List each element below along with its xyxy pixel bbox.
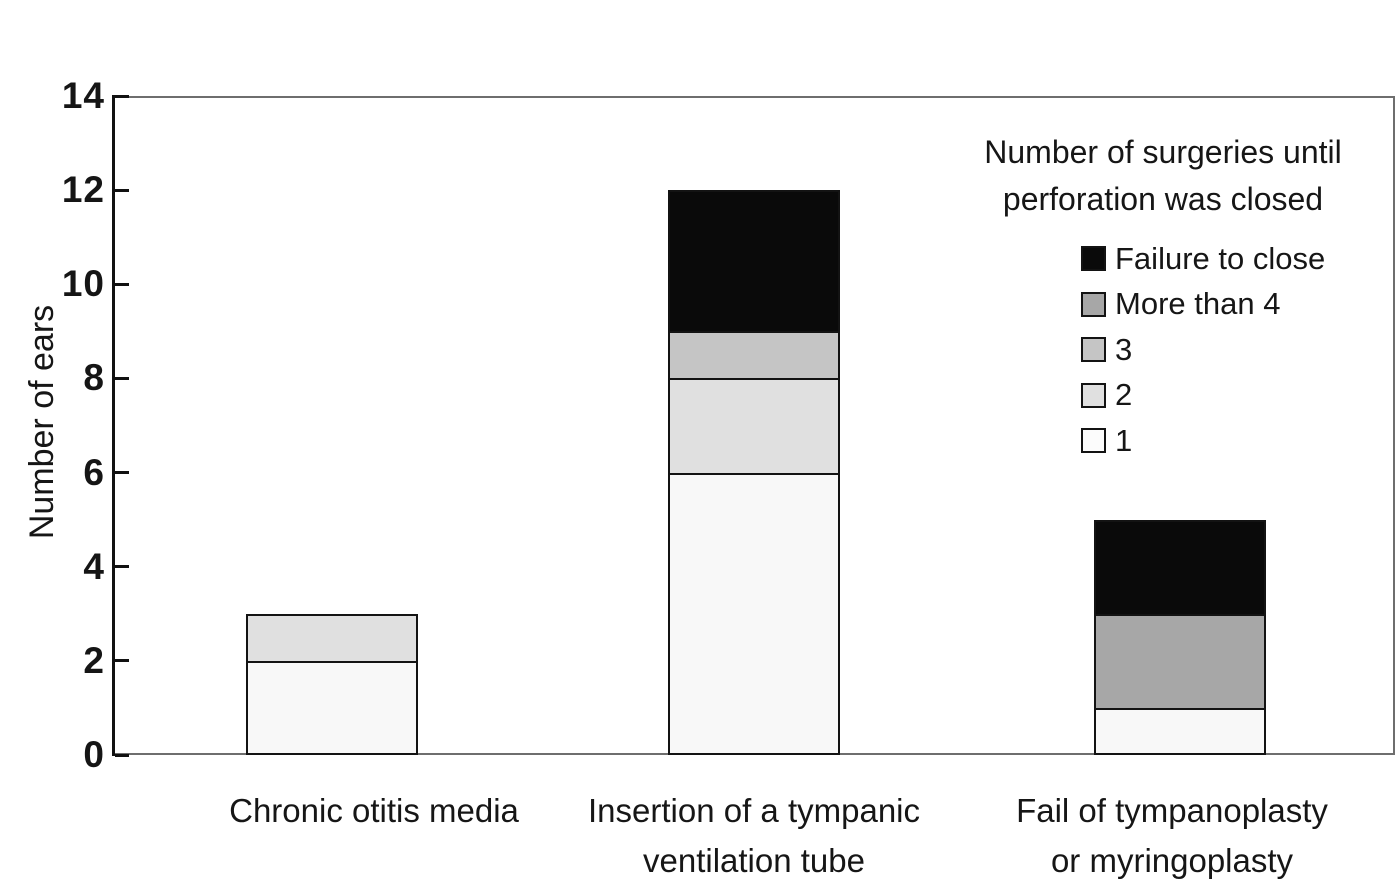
legend-label: 3 — [1115, 331, 1133, 367]
y-axis-line — [112, 95, 115, 756]
y-tick-label-12: 12 — [61, 169, 105, 211]
y-tick-mark-8 — [115, 376, 129, 380]
legend-swatch-icon — [1081, 382, 1106, 408]
bar-segment-1-cat2 — [668, 472, 840, 755]
x-axis-label-1: Chronic otitis media — [159, 786, 589, 836]
legend-swatch-icon — [1081, 337, 1106, 363]
y-tick-mark-10 — [115, 282, 129, 286]
y-tick-mark-2 — [115, 659, 129, 663]
legend-label: More than 4 — [1115, 286, 1281, 322]
y-axis-title: Number of ears — [23, 304, 61, 540]
legend-label: 1 — [1115, 422, 1133, 458]
legend-entries: Failure to close More than 4 3 2 1 — [930, 236, 1396, 464]
bar-segment-3-cat2 — [668, 331, 840, 381]
y-tick-label-10: 10 — [61, 263, 105, 305]
legend: Number of surgeries until perforation wa… — [930, 129, 1396, 464]
bar-segment-1-cat3 — [1094, 707, 1266, 755]
x-axis-label-3: Fail of tympanoplasty or myringoplasty — [957, 786, 1387, 883]
y-tick-mark-4 — [115, 565, 129, 569]
legend-entry: Failure to close — [1081, 236, 1396, 282]
bar-segment-1-cat1 — [246, 660, 418, 755]
x-axis-label-line: Insertion of a tympanic — [588, 792, 920, 829]
y-tick-label-6: 6 — [83, 451, 105, 493]
legend-entry: 1 — [1081, 418, 1396, 464]
bar-segment-more-than-4-cat3 — [1094, 613, 1266, 710]
y-tick-mark-6 — [115, 471, 129, 475]
y-tick-label-8: 8 — [83, 357, 105, 399]
legend-swatch-icon — [1081, 291, 1106, 317]
legend-label: 2 — [1115, 377, 1133, 413]
legend-swatch-icon — [1081, 428, 1106, 454]
x-axis-label-line: ventilation tube — [643, 842, 865, 879]
x-axis-label-line: Chronic otitis media — [229, 792, 519, 829]
bar-segment-2-cat1 — [246, 613, 418, 663]
legend-title-line-2: perforation was closed — [1002, 181, 1324, 217]
bar-segment-failure-to-close-cat3 — [1094, 519, 1266, 616]
x-axis-label-line: Fail of tympanoplasty — [1016, 792, 1328, 829]
x-axis-label-2: Insertion of a tympanic ventilation tube — [539, 786, 969, 883]
y-tick-label-4: 4 — [83, 545, 105, 587]
y-tick-mark-12 — [115, 188, 129, 192]
legend-label: Failure to close — [1115, 240, 1326, 276]
bar-segment-2-cat2 — [668, 378, 840, 475]
legend-entry: 2 — [1081, 373, 1396, 419]
bar-segment-failure-to-close-cat2 — [668, 190, 840, 334]
legend-entry: 3 — [1081, 327, 1396, 373]
legend-title: Number of surgeries until perforation wa… — [930, 129, 1396, 223]
y-tick-mark-0 — [115, 753, 129, 757]
y-tick-label-14: 14 — [61, 75, 105, 116]
legend-swatch-icon — [1081, 246, 1106, 272]
legend-title-line-1: Number of surgeries until — [984, 134, 1342, 170]
y-tick-mark-14 — [115, 94, 129, 98]
x-axis-label-line: or myringoplasty — [1050, 842, 1294, 879]
y-tick-label-0: 0 — [83, 734, 105, 775]
legend-entry: More than 4 — [1081, 282, 1396, 328]
y-tick-label-2: 2 — [83, 639, 105, 681]
